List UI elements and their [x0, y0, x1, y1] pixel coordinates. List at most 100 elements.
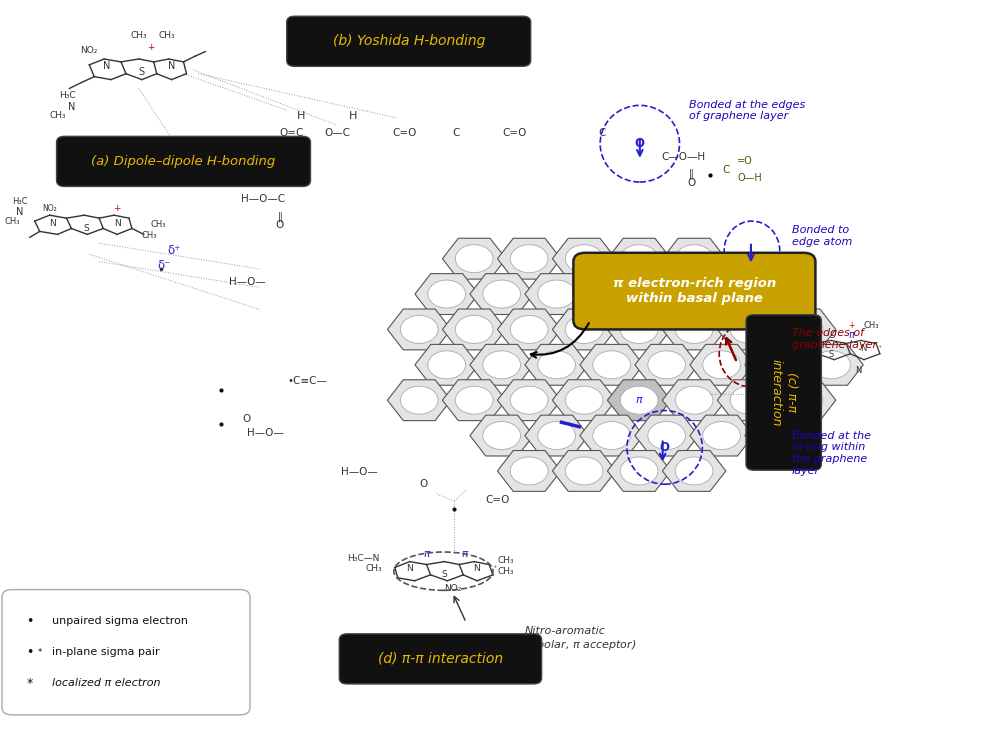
Text: C=O: C=O	[503, 128, 527, 138]
Circle shape	[702, 422, 740, 450]
Text: CH₃: CH₃	[131, 31, 147, 40]
Polygon shape	[497, 380, 560, 421]
Circle shape	[676, 457, 713, 485]
Text: O: O	[420, 479, 428, 489]
Polygon shape	[442, 380, 506, 421]
Text: +: +	[113, 204, 121, 213]
Text: O: O	[660, 441, 670, 454]
Text: N: N	[860, 344, 866, 353]
Circle shape	[455, 315, 493, 343]
Polygon shape	[717, 309, 781, 350]
Polygon shape	[470, 415, 534, 456]
Circle shape	[483, 422, 521, 450]
Circle shape	[565, 457, 603, 485]
Polygon shape	[663, 238, 726, 279]
Polygon shape	[442, 309, 506, 350]
Polygon shape	[415, 273, 478, 315]
Text: H—O—: H—O—	[340, 467, 378, 477]
Text: *: *	[38, 648, 42, 657]
Text: •: •	[26, 646, 34, 659]
FancyBboxPatch shape	[573, 253, 815, 329]
Text: C—O—H: C—O—H	[662, 152, 705, 162]
Text: C=O: C=O	[486, 495, 510, 505]
Text: ⁺: ⁺	[492, 565, 497, 573]
Text: H—O—C: H—O—C	[241, 194, 285, 204]
Polygon shape	[717, 380, 781, 421]
Text: (b) Yoshida H-bonding: (b) Yoshida H-bonding	[332, 35, 485, 48]
Text: CH₃: CH₃	[151, 220, 167, 229]
Polygon shape	[553, 309, 616, 350]
Text: *: *	[27, 677, 33, 690]
Polygon shape	[689, 344, 753, 385]
Circle shape	[620, 315, 658, 343]
Polygon shape	[388, 309, 451, 350]
Polygon shape	[442, 238, 506, 279]
Circle shape	[510, 386, 548, 414]
Polygon shape	[470, 344, 534, 385]
Text: N: N	[855, 366, 861, 375]
Text: CH₃: CH₃	[863, 321, 879, 330]
Text: CH₃: CH₃	[50, 111, 65, 120]
Text: $\pi_e$: $\pi_e$	[605, 288, 618, 300]
Text: π electron-rich region
within basal plane: π electron-rich region within basal plan…	[613, 277, 776, 305]
Text: N: N	[16, 206, 24, 217]
FancyBboxPatch shape	[2, 590, 250, 715]
Text: Bonded to
edge atom: Bonded to edge atom	[792, 225, 852, 247]
Text: O—C: O—C	[324, 128, 350, 138]
Circle shape	[620, 245, 658, 273]
Circle shape	[620, 386, 658, 414]
Text: O: O	[242, 413, 250, 424]
Text: ‖: ‖	[689, 169, 693, 179]
Text: δ⁺: δ⁺	[167, 244, 181, 257]
Text: H: H	[349, 111, 357, 121]
Circle shape	[620, 457, 658, 485]
Text: CH₃: CH₃	[4, 217, 20, 226]
Text: ‖: ‖	[268, 170, 272, 180]
Polygon shape	[607, 238, 671, 279]
Text: S: S	[83, 224, 89, 233]
Text: O: O	[266, 178, 274, 188]
Text: π: π	[461, 549, 467, 559]
Text: (a) Dipole–dipole H-bonding: (a) Dipole–dipole H-bonding	[91, 155, 276, 168]
Text: S: S	[139, 67, 145, 77]
Circle shape	[730, 315, 768, 343]
Text: H₃C: H₃C	[12, 197, 28, 206]
Circle shape	[455, 245, 493, 273]
Polygon shape	[745, 344, 808, 385]
Circle shape	[565, 315, 603, 343]
Text: O: O	[635, 137, 645, 150]
Circle shape	[676, 315, 713, 343]
Text: in-plane sigma pair: in-plane sigma pair	[52, 647, 159, 657]
Text: O—H: O—H	[674, 309, 699, 319]
Text: NO₂: NO₂	[443, 584, 461, 593]
Text: O=C: O=C	[280, 128, 304, 138]
Text: N: N	[114, 219, 120, 228]
Text: CH₃: CH₃	[159, 31, 175, 40]
Polygon shape	[607, 309, 671, 350]
Text: H—O—: H—O—	[228, 276, 266, 287]
Text: (d) π-π interaction: (d) π-π interaction	[378, 652, 503, 666]
Text: CH₃: CH₃	[141, 231, 157, 240]
Polygon shape	[635, 273, 698, 315]
Text: π: π	[810, 330, 816, 340]
Circle shape	[676, 386, 713, 414]
Polygon shape	[580, 344, 644, 385]
Circle shape	[538, 422, 575, 450]
Polygon shape	[663, 450, 726, 492]
Text: π: π	[424, 549, 430, 559]
Circle shape	[648, 351, 685, 379]
Text: N: N	[67, 102, 75, 112]
Polygon shape	[745, 415, 808, 456]
FancyBboxPatch shape	[57, 136, 310, 186]
Circle shape	[758, 280, 796, 308]
Circle shape	[648, 422, 685, 450]
Text: Nitro-aromatic
(highly polar, $\pi$ acceptor): Nitro-aromatic (highly polar, $\pi$ acce…	[495, 626, 636, 652]
Text: H₃C: H₃C	[753, 366, 769, 374]
Text: N: N	[103, 61, 111, 71]
Circle shape	[565, 386, 603, 414]
Text: (c) π-π
interaction: (c) π-π interaction	[770, 359, 798, 426]
Text: CH₃: CH₃	[498, 556, 515, 565]
Text: unpaired sigma electron: unpaired sigma electron	[52, 616, 187, 626]
Text: O—H: O—H	[674, 284, 699, 295]
Polygon shape	[525, 344, 588, 385]
